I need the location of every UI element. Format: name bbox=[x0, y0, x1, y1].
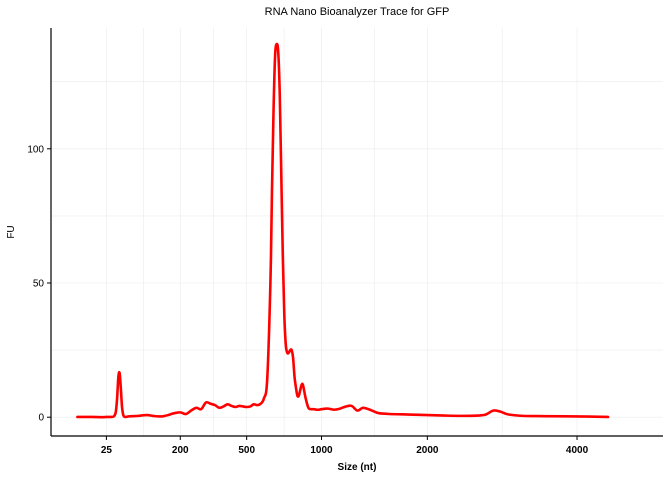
y-tick-label: 50 bbox=[33, 279, 45, 290]
grid bbox=[51, 28, 663, 436]
x-tick-label: 500 bbox=[238, 445, 255, 456]
chart-title: RNA Nano Bioanalyzer Trace for GFP bbox=[265, 6, 450, 18]
x-tick-label: 25 bbox=[101, 445, 113, 456]
x-tick-label: 2000 bbox=[416, 445, 439, 456]
y-axis-label: FU bbox=[6, 225, 17, 238]
axes bbox=[50, 28, 663, 437]
ticks: 0 50 100 25 200 500 1000 2000 4000 bbox=[27, 144, 588, 456]
series bbox=[76, 42, 610, 419]
y-tick-label: 100 bbox=[27, 144, 44, 155]
x-axis-label: Size (nt) bbox=[338, 462, 377, 473]
y-tick-label: 0 bbox=[38, 413, 44, 424]
series-line bbox=[76, 42, 610, 419]
x-tick-label: 1000 bbox=[310, 445, 333, 456]
x-tick-label: 4000 bbox=[566, 445, 589, 456]
x-tick-label: 200 bbox=[172, 445, 189, 456]
